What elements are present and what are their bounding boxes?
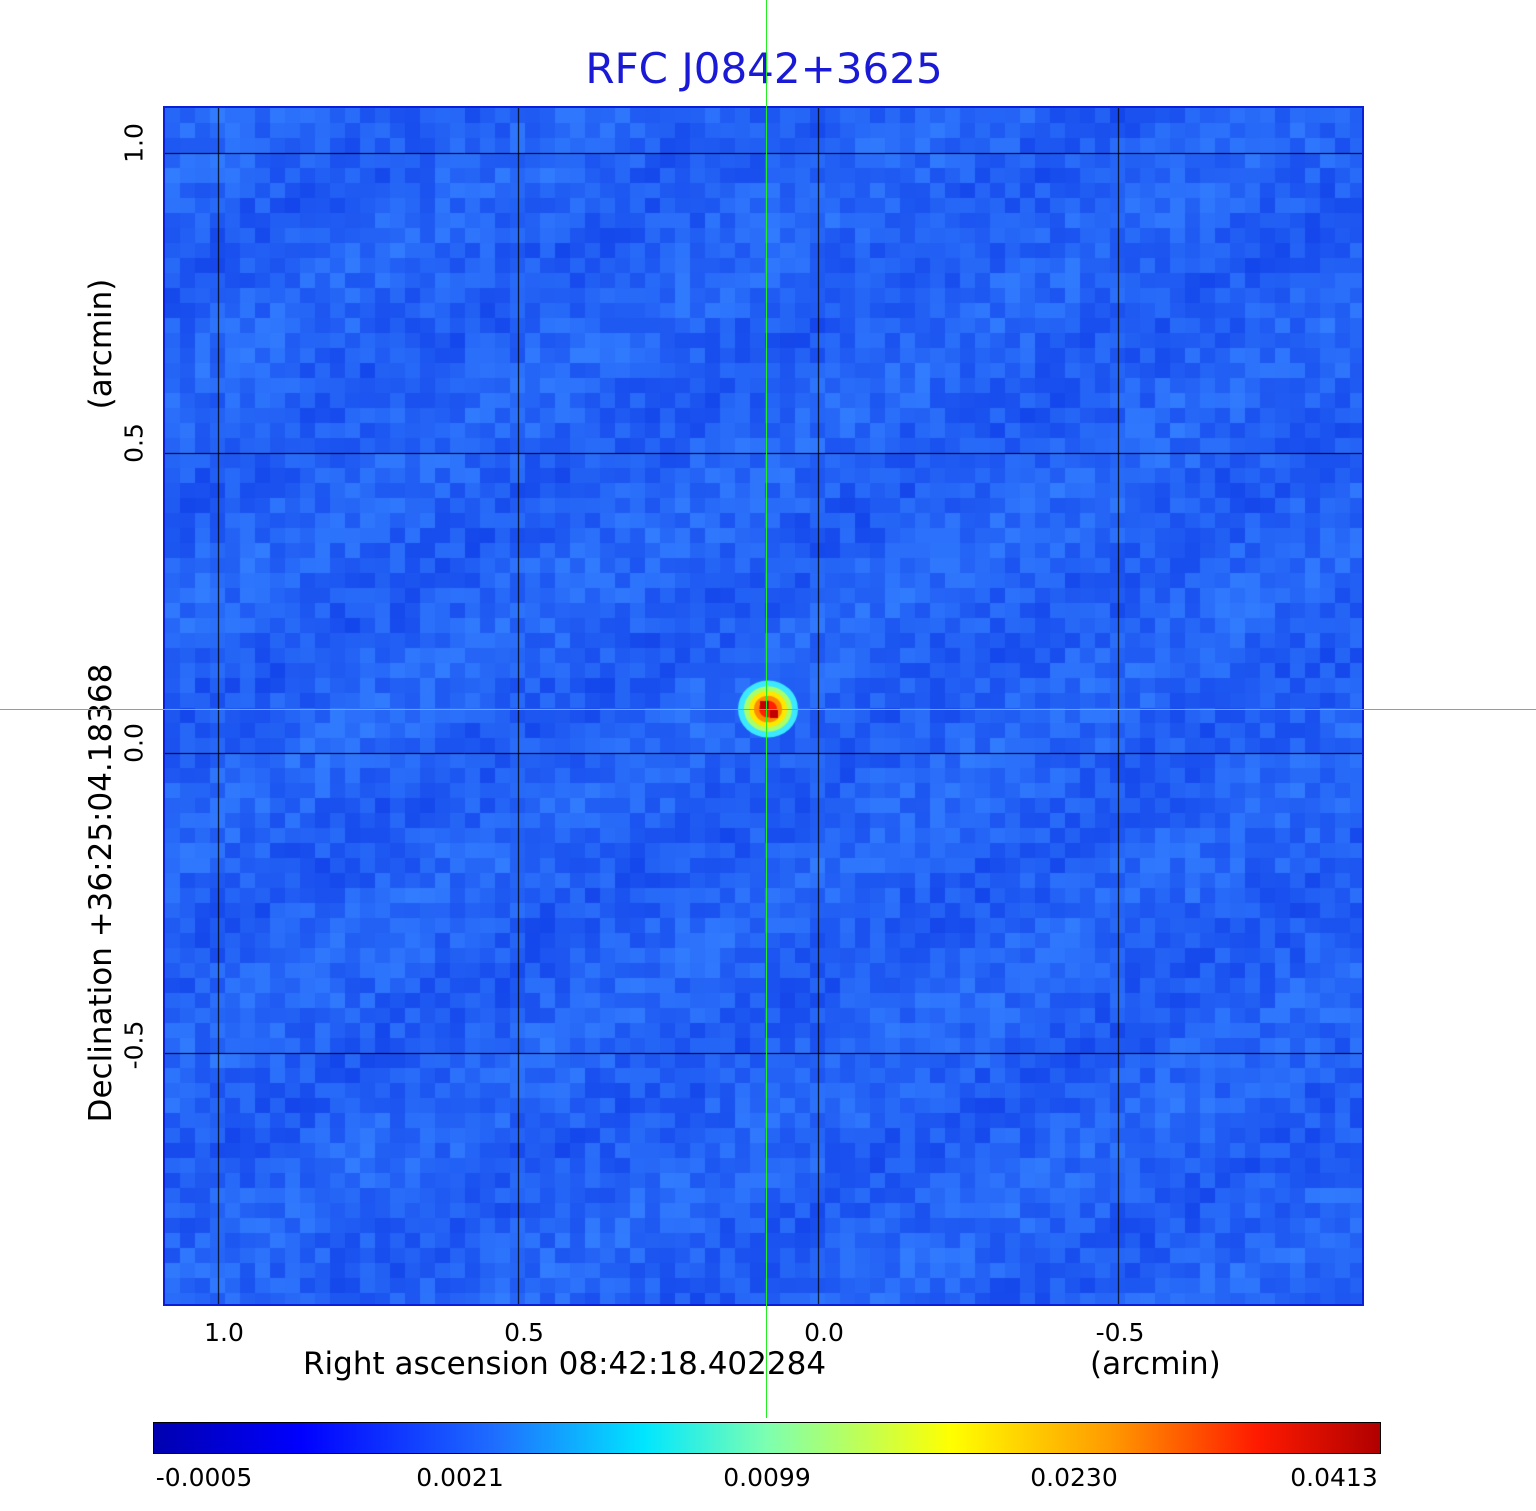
colorbar-tick-label: -0.0005 [155,1463,253,1492]
x-tick-label: 1.0 [204,1318,244,1347]
x-tick-label: -0.5 [1095,1318,1145,1347]
colorbar [153,1422,1381,1454]
x-axis-label: Right ascension 08:42:18.402284 [303,1346,827,1382]
colorbar-tick-label: 0.0099 [723,1463,811,1492]
y-axis-label: Declination +36:25:04.18368 [83,663,119,1123]
x-tick-label: 0.0 [804,1318,844,1347]
y-tick-label: 0.0 [119,723,149,763]
x-axis-unit: (arcmin) [1090,1346,1221,1382]
y-tick-label: 1.0 [119,123,149,163]
y-tick-label: -0.5 [119,1020,149,1070]
figure-title: RFC J0842+3625 [585,44,943,93]
crosshair-horizontal [0,709,1536,710]
colorbar-tick-label: 0.0413 [1290,1463,1378,1492]
y-axis-unit: (arcmin) [83,278,119,410]
y-tick-label: 0.5 [119,423,149,463]
intensity-map [165,108,1362,1304]
sky-image-panel [163,106,1364,1306]
colorbar-tick-label: 0.0230 [1030,1463,1118,1492]
colorbar-tick-label: 0.0021 [416,1463,504,1492]
x-tick-label: 0.5 [504,1318,544,1347]
